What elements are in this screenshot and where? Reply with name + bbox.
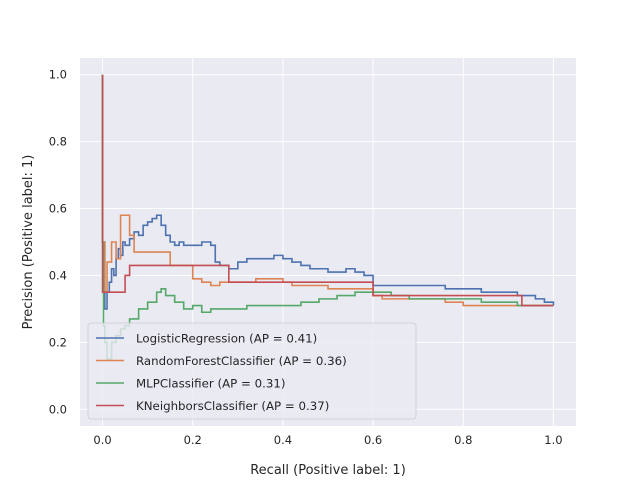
series-line-1 [101,74,554,307]
legend: LogisticRegression (AP = 0.41) RandomFore… [87,322,417,420]
y-tick-label: 0.6 [49,202,67,216]
y-tick-label: 0.8 [49,135,67,149]
x-tick-label: 0.0 [93,433,111,447]
legend-label-1: RandomForestClassifier (AP = 0.36) [136,354,347,368]
y-tick-label: 0.2 [49,335,67,349]
y-tick-label: 0.0 [49,402,67,416]
tick-labels: 0.0 0.2 0.4 0.6 0.8 1.0 0.0 0.2 0.4 0.6 0.8 1.0 [49,68,563,447]
y-tick-label: 1.0 [49,68,67,82]
x-axis-label: Recall (Positive label: 1) [250,463,406,478]
y-axis-label: Precision (Positive label: 1) [21,155,36,330]
legend-box [87,322,417,420]
series-layer [101,74,555,360]
x-tick-label: 0.2 [184,433,202,447]
x-tick-label: 1.0 [544,433,562,447]
x-tick-label: 0.8 [454,433,472,447]
x-tick-label: 0.6 [364,433,382,447]
legend-label-2: MLPClassifier (AP = 0.31) [136,377,286,391]
y-tick-label: 0.4 [49,268,67,282]
series-line-3 [101,74,554,307]
x-tick-label: 0.4 [274,433,292,447]
legend-label-3: KNeighborsClassifier (AP = 0.37) [136,399,329,413]
legend-label-0: LogisticRegression (AP = 0.41) [136,332,317,346]
